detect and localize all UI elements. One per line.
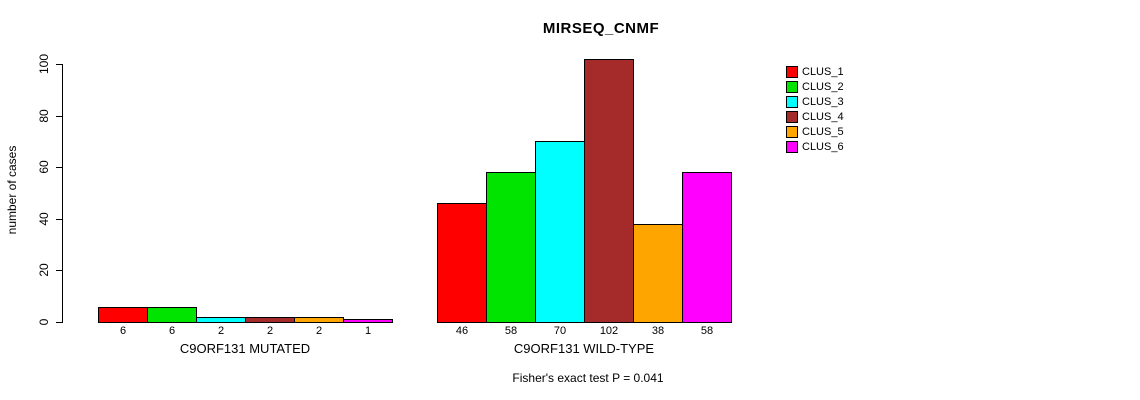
legend-item: CLUS_2 — [786, 80, 844, 94]
legend-swatch-icon — [786, 96, 798, 108]
legend-swatch-icon — [786, 141, 798, 153]
y-tick-label: 20 — [37, 263, 51, 278]
y-tick-mark — [56, 270, 63, 272]
legend-item: CLUS_4 — [786, 110, 844, 124]
bar-value-label: 38 — [651, 325, 665, 337]
footnote-pvalue: Fisher's exact test P = 0.041 — [512, 371, 664, 385]
y-axis-line — [62, 64, 63, 323]
bar-clus_1 — [98, 307, 148, 323]
bar-value-label: 6 — [119, 325, 127, 337]
legend-item-label: CLUS_5 — [802, 126, 844, 138]
y-axis-label: number of cases — [5, 145, 19, 235]
bar-clus_6 — [343, 319, 393, 323]
bar-clus_2 — [486, 172, 536, 323]
bar-value-label: 2 — [266, 325, 274, 337]
legend-item-label: CLUS_1 — [802, 66, 844, 78]
legend-item: CLUS_6 — [786, 140, 844, 154]
bar-clus_5 — [294, 317, 344, 323]
y-tick-mark — [56, 322, 63, 323]
group-label: C9ORF131 WILD-TYPE — [513, 341, 655, 356]
bar-clus_3 — [196, 317, 246, 323]
bar-value-label: 58 — [504, 325, 518, 337]
legend-swatch-icon — [786, 111, 798, 123]
legend-item-label: CLUS_2 — [802, 81, 844, 93]
legend-item-label: CLUS_3 — [802, 96, 844, 108]
bar-clus_6 — [682, 172, 732, 323]
bar-value-label: 6 — [168, 325, 176, 337]
y-tick-label: 60 — [37, 160, 51, 174]
y-tick-label: 0 — [37, 318, 51, 326]
y-tick-label: 80 — [37, 108, 51, 123]
legend: CLUS_1 CLUS_2 CLUS_3 CLUS_4 CLUS_5 CLUS_6 — [786, 65, 844, 155]
legend-item-label: CLUS_6 — [802, 141, 844, 153]
bar-clus_2 — [147, 307, 197, 323]
y-tick-label: 100 — [37, 53, 51, 75]
bar-value-label: 1 — [364, 325, 372, 337]
bar-clus_3 — [535, 141, 585, 323]
bar-clus_1 — [437, 203, 487, 323]
bar-value-label: 102 — [599, 325, 619, 337]
y-tick-label: 40 — [37, 212, 51, 226]
bar-clus_5 — [633, 224, 683, 323]
y-tick-mark — [56, 218, 63, 220]
chart-title: MIRSEQ_CNMF — [542, 20, 660, 37]
bar-value-label: 46 — [455, 325, 469, 337]
bar-clus_4 — [584, 59, 634, 323]
bar-clus_4 — [245, 317, 295, 323]
legend-swatch-icon — [786, 81, 798, 93]
legend-item: CLUS_1 — [786, 65, 844, 79]
bar-value-label: 70 — [553, 325, 567, 337]
legend-swatch-icon — [786, 126, 798, 138]
legend-item: CLUS_3 — [786, 95, 844, 109]
bar-value-label: 2 — [315, 325, 323, 337]
group-label: C9ORF131 MUTATED — [179, 341, 311, 356]
legend-swatch-icon — [786, 66, 798, 78]
legend-item: CLUS_5 — [786, 125, 844, 139]
legend-item-label: CLUS_4 — [802, 111, 844, 123]
bar-value-label: 2 — [217, 325, 225, 337]
bar-value-label: 58 — [700, 325, 714, 337]
y-tick-mark — [56, 167, 63, 169]
y-tick-mark — [56, 115, 63, 117]
y-tick-mark — [56, 64, 63, 65]
